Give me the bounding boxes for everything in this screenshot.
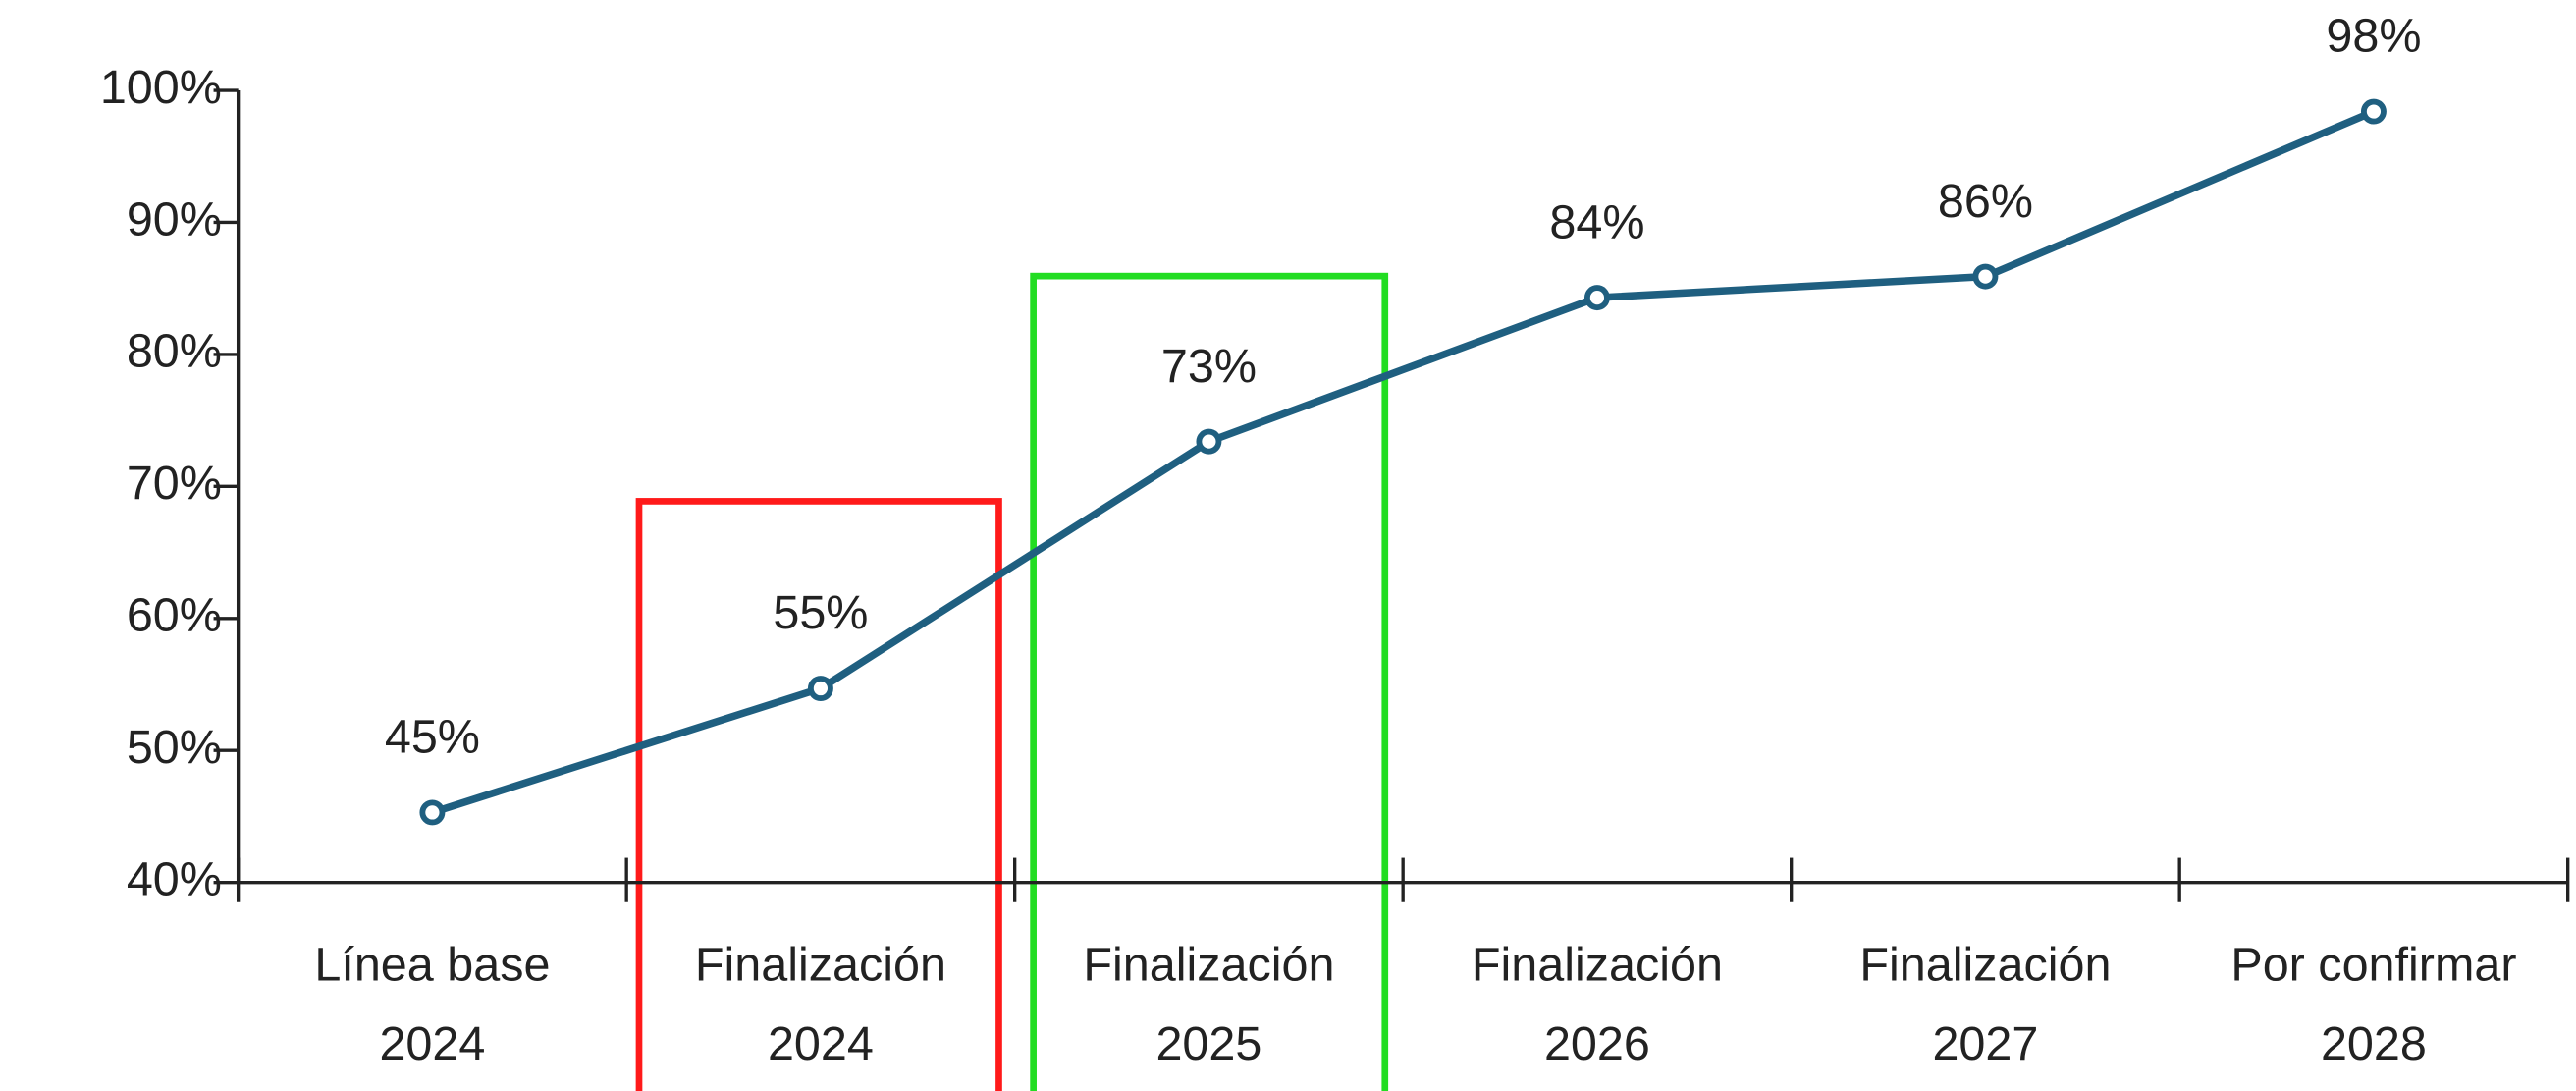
x-tick-label: 2025 (1155, 1017, 1261, 1070)
y-tick-label: 70% (127, 457, 222, 510)
plot-area: 40% 50% 60% 70% 80% 90% 100% Línea base 2024 Fina… (100, 10, 2570, 1091)
y-tick-label: 60% (127, 589, 222, 642)
x-tick-label: Finalización (1859, 939, 2111, 992)
data-label: 73% (1161, 340, 1257, 393)
data-label: 45% (385, 711, 480, 764)
x-tick-label: Finalización (1472, 939, 1723, 992)
x-tick-label: 2024 (379, 1017, 485, 1070)
x-tick-label: Línea base (314, 939, 550, 992)
data-label: 86% (1938, 175, 2033, 228)
y-tick-label: 100% (100, 61, 222, 114)
highlight-box-red (635, 498, 1002, 1091)
y-tick-label: 40% (127, 852, 222, 905)
y-tick-label: 90% (127, 192, 222, 245)
x-tick-label: 2026 (1544, 1017, 1650, 1070)
x-tick-label: 2028 (2321, 1017, 2427, 1070)
x-tick-label: 2027 (1932, 1017, 2038, 1070)
x-tick-label: 2024 (768, 1017, 874, 1070)
point (419, 799, 446, 826)
point (1583, 285, 1610, 311)
point (1196, 428, 1222, 455)
point (807, 676, 833, 702)
y-tick-label: 80% (127, 325, 222, 378)
line (431, 108, 2376, 817)
data-label: 84% (1549, 195, 1644, 248)
highlight-box-green (1030, 272, 1389, 1091)
x-tick-label: Finalización (1083, 939, 1334, 992)
point (1972, 263, 1999, 290)
x-tick-label: Finalización (695, 939, 946, 992)
y-tick-label: 50% (127, 721, 222, 774)
point (2360, 98, 2387, 125)
data-label: 55% (773, 586, 868, 639)
x-tick-label: Por confirmar (2230, 939, 2516, 992)
data-label: 98% (2326, 10, 2421, 63)
